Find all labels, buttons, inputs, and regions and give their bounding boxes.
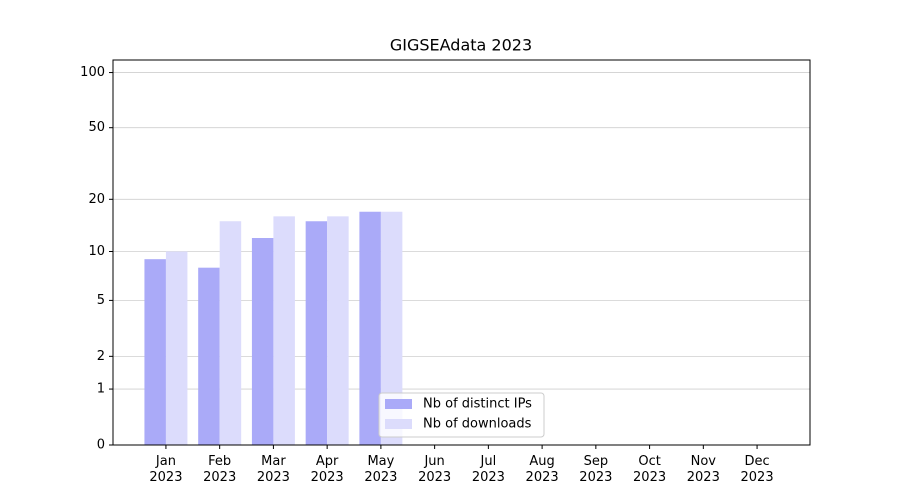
x-tick-label: Jun 2023	[418, 454, 451, 485]
x-tick-label: Nov 2023	[687, 454, 720, 485]
bar	[219, 221, 242, 445]
legend: Nb of distinct IPs Nb of downloads	[378, 392, 545, 438]
x-tick-label: Oct 2023	[633, 454, 666, 485]
x-tick-label: Aug 2023	[526, 454, 559, 485]
legend-label: Nb of distinct IPs	[423, 397, 532, 412]
chart-title: GIGSEAdata 2023	[390, 36, 532, 55]
y-tick-label: 5	[97, 293, 105, 308]
y-tick-label: 10	[88, 244, 105, 259]
bar	[198, 267, 220, 445]
bar	[273, 216, 295, 445]
x-tick-label: May 2023	[364, 454, 397, 485]
x-tick-label: Feb 2023	[203, 454, 236, 485]
bar	[251, 238, 274, 445]
x-tick-label: Jul 2023	[472, 454, 505, 485]
legend-swatch	[385, 399, 412, 409]
bar	[165, 251, 188, 445]
y-tick-label: 1	[97, 382, 105, 397]
x-tick-label: Dec 2023	[741, 454, 774, 485]
y-tick-label: 2	[97, 349, 105, 364]
bar	[305, 221, 328, 445]
legend-box	[378, 392, 545, 438]
plot-frame	[112, 59, 811, 446]
y-tick-label: 20	[88, 192, 105, 207]
x-tick-label: Apr 2023	[311, 454, 344, 485]
bar	[327, 216, 349, 445]
bar	[359, 211, 381, 445]
x-tick-label: Mar 2023	[257, 454, 290, 485]
y-tick-label: 50	[88, 120, 105, 135]
x-tick-label: Jan 2023	[149, 454, 182, 485]
bar	[380, 211, 403, 445]
bar	[144, 259, 166, 445]
y-tick-label: 0	[97, 438, 105, 453]
y-tick-label: 100	[80, 65, 105, 80]
legend-label: Nb of downloads	[423, 417, 532, 432]
x-tick-label: Sep 2023	[579, 454, 612, 485]
legend-swatch	[385, 419, 412, 429]
